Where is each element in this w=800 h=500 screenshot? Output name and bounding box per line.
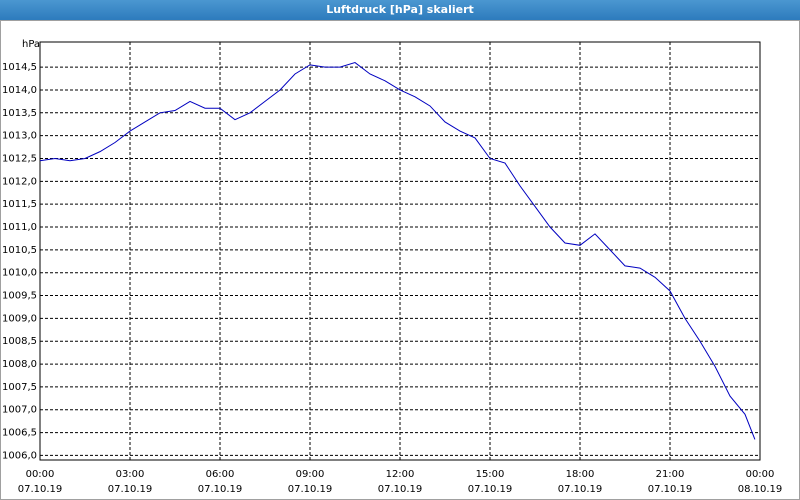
x-tick-date: 07.10.19 <box>378 484 423 495</box>
x-tick-label: 03:00 <box>116 469 145 480</box>
x-tick-label: 12:00 <box>386 469 415 480</box>
y-tick-label: 1006,5 <box>2 428 37 439</box>
x-tick-label: 18:00 <box>566 469 595 480</box>
y-tick-label: 1009,5 <box>2 291 37 302</box>
y-tick-label: 1008,0 <box>2 359 37 370</box>
x-tick-date: 08.10.19 <box>738 484 783 495</box>
line-series <box>39 62 756 440</box>
x-tick-label: 15:00 <box>476 469 505 480</box>
x-tick-date: 07.10.19 <box>468 484 513 495</box>
chart: hPa 1006,0 1006,5 1007,0 1007,5 1008,0 1008,5… <box>0 20 800 500</box>
x-tick-date: 07.10.19 <box>648 484 693 495</box>
y-tick-label: 1012,0 <box>2 176 37 187</box>
x-tick-date: 07.10.19 <box>288 484 333 495</box>
y-tick-label: 1008,5 <box>2 336 37 347</box>
y-tick-label: 1013,0 <box>2 131 37 142</box>
title-bar: Luftdruck [hPa] skaliert <box>0 0 800 20</box>
y-axis-label: hPa <box>22 39 40 50</box>
x-tick-label: 21:00 <box>656 469 685 480</box>
x-tick-label: 00:00 <box>746 469 775 480</box>
y-tick-label: 1009,0 <box>2 313 37 324</box>
y-tick-label: 1011,0 <box>2 222 37 233</box>
plot-border <box>39 41 761 461</box>
x-tick-label: 09:00 <box>296 469 325 480</box>
y-tick-label: 1010,5 <box>2 245 37 256</box>
y-tick-label: 1007,5 <box>2 382 37 393</box>
x-tick-label: 00:00 <box>26 469 55 480</box>
x-tick-date: 07.10.19 <box>558 484 603 495</box>
y-tick-label: 1011,5 <box>2 199 37 210</box>
y-tick-label: 1014,0 <box>2 85 37 96</box>
x-tick-date: 07.10.19 <box>18 484 63 495</box>
y-tick-label: 1010,0 <box>2 268 37 279</box>
x-tick-label: 06:00 <box>206 469 235 480</box>
x-tick-date: 07.10.19 <box>198 484 243 495</box>
y-tick-label: 1014,5 <box>2 62 37 73</box>
y-tick-label: 1007,0 <box>2 405 37 416</box>
y-tick-label: 1013,5 <box>2 108 37 119</box>
y-tick-label: 1006,0 <box>2 450 37 461</box>
y-tick-label: 1012,5 <box>2 153 37 164</box>
x-tick-date: 07.10.19 <box>108 484 153 495</box>
